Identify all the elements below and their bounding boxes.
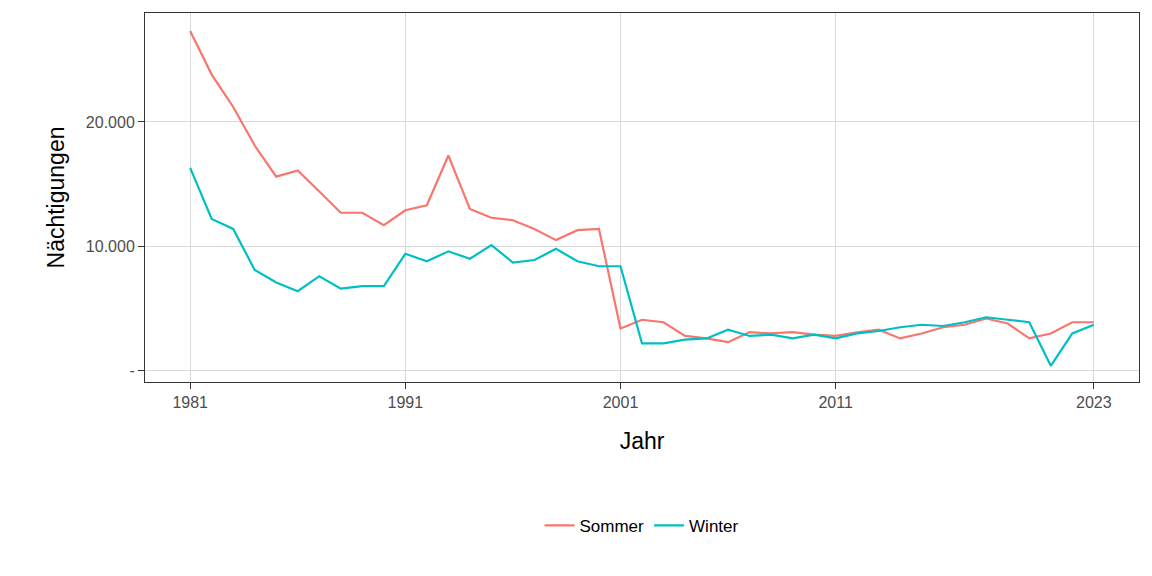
svg-text:1981: 1981 bbox=[172, 394, 208, 411]
svg-text:2023: 2023 bbox=[1076, 394, 1112, 411]
svg-text:2001: 2001 bbox=[603, 394, 639, 411]
svg-text:20.000: 20.000 bbox=[86, 114, 135, 131]
svg-text:Winter: Winter bbox=[689, 517, 738, 536]
svg-text:2011: 2011 bbox=[818, 394, 853, 411]
svg-text:Nächtigungen: Nächtigungen bbox=[43, 127, 69, 269]
svg-text:Sommer: Sommer bbox=[580, 517, 645, 536]
svg-text:Jahr: Jahr bbox=[620, 428, 665, 454]
svg-text:-: - bbox=[129, 362, 134, 379]
svg-text:10.000: 10.000 bbox=[86, 238, 135, 255]
svg-text:1991: 1991 bbox=[388, 394, 424, 411]
